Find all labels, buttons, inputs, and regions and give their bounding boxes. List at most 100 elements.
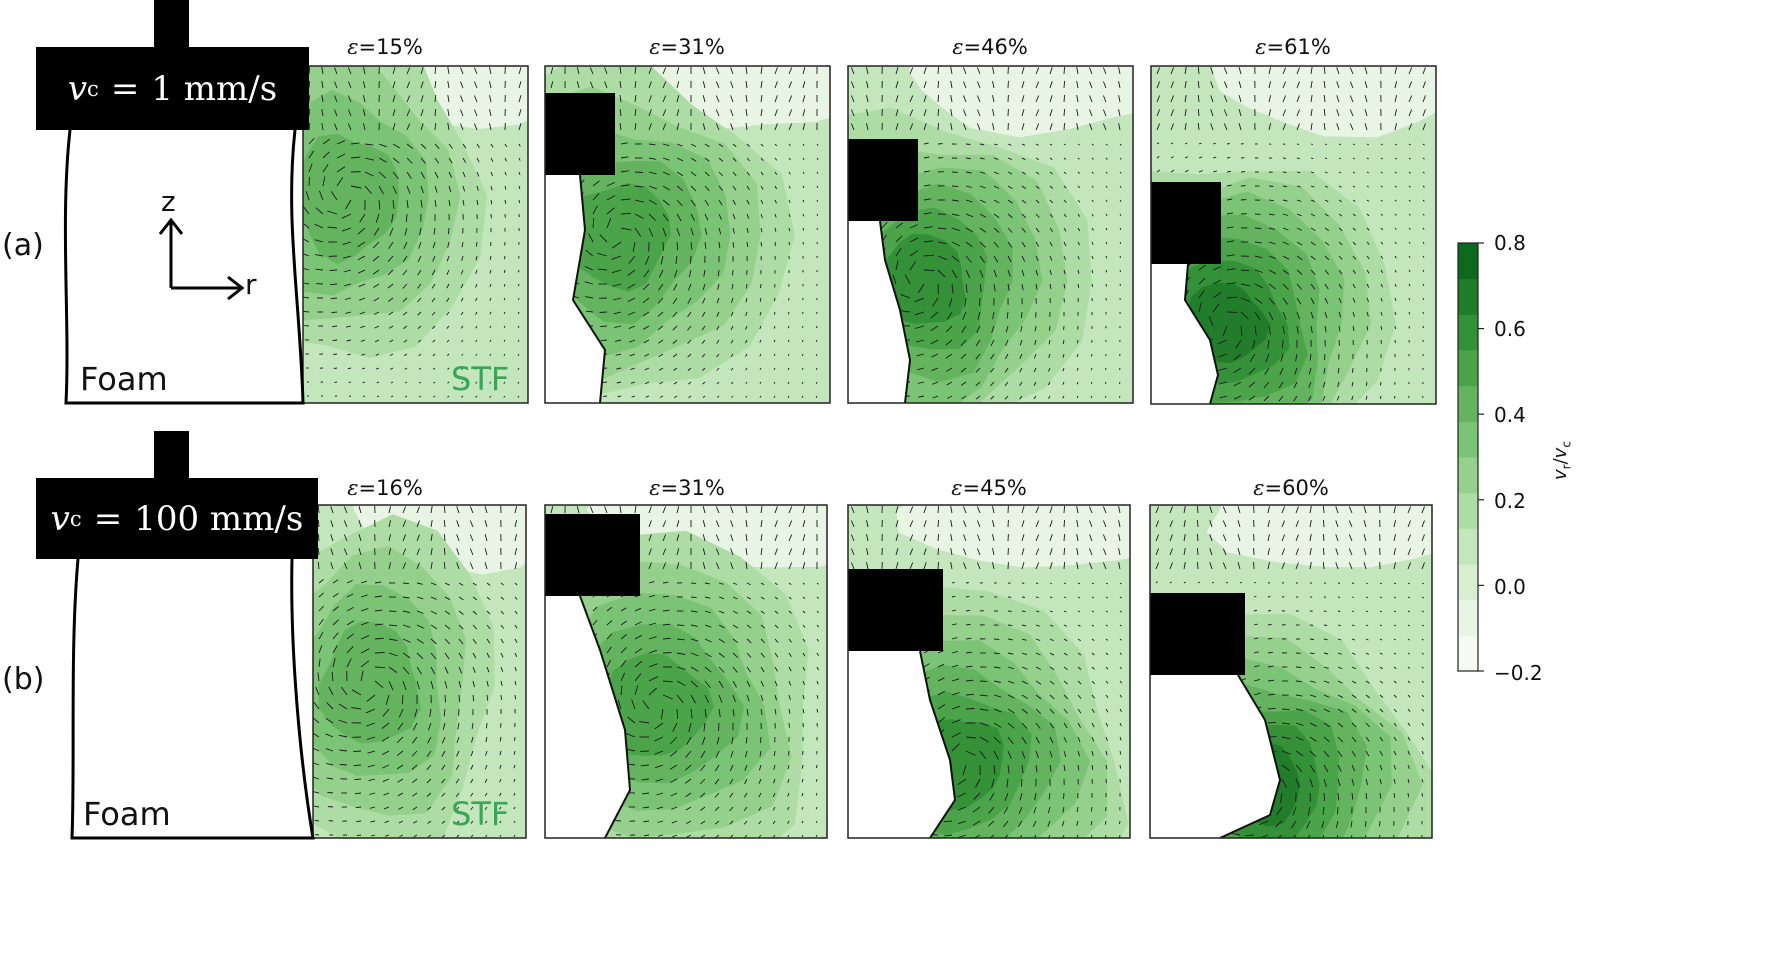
quiver-arrow [378,185,384,195]
quiver-arrow [390,367,394,370]
quiver-arrow [1035,680,1042,685]
quiver-arrow [932,395,939,399]
quiver-arrow [313,702,320,710]
quiver-arrow [715,764,720,772]
quiver-arrow [374,595,382,598]
quiver-arrow [1394,185,1397,188]
quiver-arrow [308,122,311,131]
quiver-arrow [1338,143,1342,146]
quiver-arrow [979,269,984,278]
quiver-arrow [1365,381,1368,386]
quiver-arrow [759,381,762,384]
quiver-arrow [330,283,338,286]
quiver-arrow [1077,666,1082,670]
quiver-arrow [746,638,752,644]
quiver-arrow [1033,395,1037,400]
quiver-arrow [1155,562,1160,570]
quiver-arrow [670,792,678,797]
quiver-arrow [354,792,362,795]
quiver-arrow [1063,666,1068,671]
quiver-arrow [444,652,450,660]
quiver-arrow [413,834,418,838]
quiver-arrow [648,157,657,160]
quiver-arrow [360,648,370,654]
quiver-arrow [370,834,376,837]
quiver-arrow [1218,367,1228,371]
quiver-arrow [1324,227,1330,231]
quiver-arrow [416,652,424,660]
quiver-arrow [456,506,460,514]
quiver-arrow [475,283,478,288]
quiver-arrow [746,227,749,234]
quiver-arrow [1156,123,1161,131]
quiver-arrow [308,108,311,117]
quiver-arrow [417,325,422,330]
quiver-arrow [419,381,422,384]
quiver-arrow [730,562,734,570]
quiver-arrow [1021,171,1026,175]
quiver-arrow [1296,325,1299,334]
quiver-arrow [1408,269,1411,273]
quiver-arrow [640,750,650,752]
quiver-arrow [503,283,506,287]
quiver-arrow [958,834,967,838]
quiver-arrow [1407,764,1410,770]
quiver-arrow [788,123,793,131]
quiver-arrow [774,506,778,514]
quiver-arrow [915,339,925,343]
quiver-arrow [634,607,642,612]
quiver-arrow [1324,171,1328,174]
quiver-arrow [1337,652,1342,655]
quiver-arrow [1407,582,1410,585]
quiver-arrow [318,658,321,668]
quiver-arrow [1019,339,1023,346]
quiver-arrow [382,708,390,717]
quiver-arrow [643,339,650,344]
quiver-arrow [378,199,381,210]
quiver-arrow [909,109,914,117]
quiver-arrow [1268,227,1276,230]
quiver-arrow [1007,241,1013,248]
quiver-arrow [1049,255,1053,261]
quiver-arrow [1049,680,1055,685]
quiver-arrow [1338,269,1343,275]
quiver-arrow [518,171,521,176]
quiver-arrow [388,680,394,691]
quiver-arrow [347,353,352,356]
quiver-arrow [1295,506,1299,514]
quiver-arrow [1007,708,1015,714]
quiver-arrow [975,381,981,387]
quiver-arrow [441,736,446,744]
quiver-arrow [343,548,348,556]
quiver-arrow [1407,666,1411,669]
quiver-arrow [1237,548,1241,556]
quiver-arrow [965,651,973,654]
quiver-arrow [350,142,360,145]
quiver-arrow [909,562,914,570]
quiver-arrow [989,792,995,801]
quiver-arrow [332,645,338,654]
stf-label-b: STF [451,795,510,833]
quiver-arrow [1119,624,1122,627]
quiver-arrow [1063,269,1066,275]
quiver-arrow [313,791,320,794]
quiver-arrow [1197,94,1200,103]
quiver-arrow [774,171,778,175]
quiver-arrow [473,81,478,89]
quiver-arrow [374,680,384,689]
quiver-arrow [420,171,426,179]
quiver-arrow [1295,764,1303,773]
quiver-arrow [444,624,451,630]
quiver-arrow [1321,820,1325,829]
quiver-arrow [1282,95,1287,103]
quiver-arrow [604,506,608,514]
quiver-arrow [460,109,464,117]
quiver-arrow [351,707,362,710]
quiver-arrow [715,81,720,89]
quiver-arrow [315,834,320,836]
quiver-arrow [746,213,750,219]
quiver-arrow [305,191,310,201]
quiver-arrow [460,283,464,289]
quiver-arrow [470,806,474,811]
quiver-arrow [476,185,479,191]
